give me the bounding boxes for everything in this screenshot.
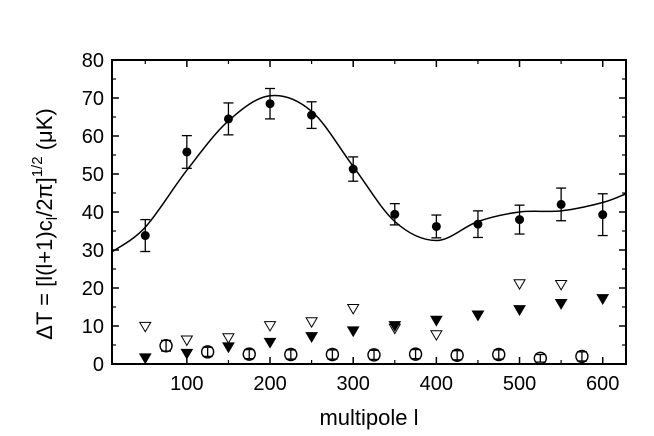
- data-point: [513, 279, 526, 291]
- data-point: [554, 299, 568, 310]
- data-point: [556, 199, 566, 209]
- data-point: [325, 347, 340, 362]
- data-point: [180, 335, 194, 347]
- series-open-circle: [159, 339, 589, 365]
- y-axis-title: ΔT = [l(l+1)cl/2π]1/2 (μK): [29, 108, 61, 339]
- data-point: [138, 321, 152, 333]
- y-tick-label: 0: [93, 354, 104, 376]
- y-tick-label: 80: [82, 50, 104, 72]
- y-axis-title-superscript: 1/2: [29, 156, 46, 177]
- data-point: [429, 315, 443, 327]
- data-point: [429, 330, 443, 342]
- data-point: [346, 326, 360, 338]
- x-tick-label: 100: [170, 373, 203, 395]
- data-point: [431, 221, 441, 231]
- data-point: [346, 304, 360, 315]
- data-point: [515, 215, 525, 225]
- data-point: [265, 99, 275, 109]
- data-point: [305, 332, 318, 343]
- data-point: [575, 349, 589, 364]
- y-tick-label: 20: [82, 278, 104, 300]
- series-filled-circle: [140, 87, 608, 253]
- data-point: [348, 164, 358, 174]
- data-point: [263, 321, 277, 332]
- data-point: [471, 310, 485, 322]
- series-filled-triangle-down: [138, 294, 610, 365]
- x-tick-label: 500: [503, 373, 536, 395]
- data-point: [598, 210, 608, 220]
- y-tick-label: 10: [82, 316, 104, 338]
- data-point: [223, 114, 233, 124]
- data-point: [367, 348, 381, 362]
- data-point: [388, 321, 402, 332]
- x-axis-title: multipole l: [319, 405, 418, 430]
- data-point: [305, 317, 318, 329]
- y-tick-label: 70: [82, 88, 104, 110]
- data-point: [182, 147, 192, 157]
- axis-ticks: 0 10 20 30 40 50 60 70 80 100 200 300 400 500 600: [82, 50, 626, 395]
- data-point: [513, 305, 526, 316]
- data-point: [222, 342, 235, 354]
- model-curve: [111, 94, 627, 253]
- data-point: [140, 231, 150, 241]
- y-tick-label: 60: [82, 126, 104, 148]
- data-point: [200, 345, 215, 359]
- data-point: [450, 348, 464, 362]
- data-point: [242, 347, 256, 361]
- x-tick-label: 600: [586, 373, 619, 395]
- x-tick-label: 400: [420, 373, 453, 395]
- y-tick-label: 50: [82, 164, 104, 186]
- x-tick-label: 200: [253, 373, 286, 395]
- data-point: [138, 353, 152, 365]
- data-point: [596, 294, 610, 305]
- data-point: [492, 347, 506, 362]
- data-point: [408, 347, 423, 361]
- data-point: [533, 351, 548, 365]
- data-point: [284, 347, 298, 362]
- data-point: [159, 339, 173, 353]
- y-axis-title-suffix: (μK): [32, 108, 57, 156]
- y-axis-title-prefix: ΔT = [l(l+1)c: [32, 220, 57, 339]
- data-point: [554, 280, 568, 291]
- data-point: [222, 333, 235, 345]
- y-axis-title-subscript: l: [44, 217, 61, 220]
- data-point: [263, 337, 277, 349]
- y-tick-label: 40: [82, 202, 104, 224]
- y-tick-label: 30: [82, 240, 104, 262]
- x-tick-label: 300: [337, 373, 370, 395]
- series-line: [111, 94, 627, 253]
- data-point: [390, 209, 400, 219]
- data-point: [180, 348, 194, 360]
- y-axis-title-middle: /2π]: [32, 177, 57, 217]
- data-marks: [111, 87, 627, 365]
